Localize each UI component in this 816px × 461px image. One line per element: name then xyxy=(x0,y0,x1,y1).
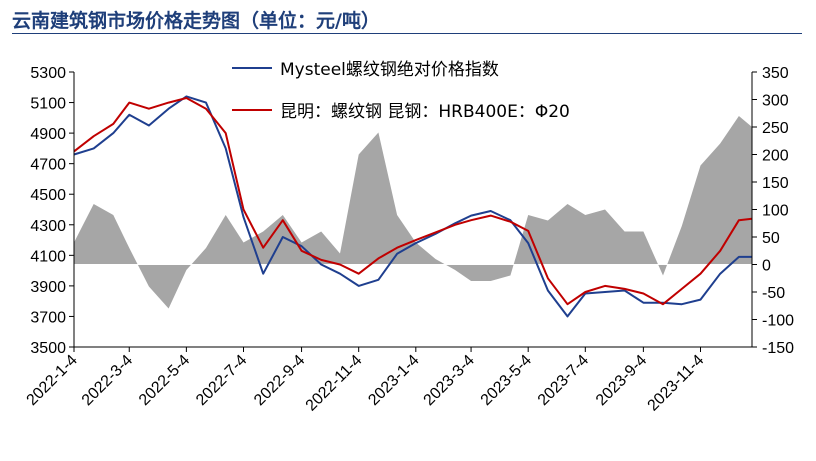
x-tick-label: 2022-11-4 xyxy=(303,352,366,415)
legend: Mysteel螺纹钢绝对价格指数 昆明：螺纹钢 昆钢：HRB400E：Φ20 xyxy=(232,60,570,122)
right-tick-label: 250 xyxy=(762,120,789,137)
x-tick-label: 2022-3-4 xyxy=(79,352,136,409)
x-tick-label: 2023-3-4 xyxy=(421,352,478,409)
chart-title: 云南建筑钢市场价格走势图（单位：元/吨） xyxy=(12,10,380,32)
x-tick-label: 2022-9-4 xyxy=(251,352,308,409)
legend-label-mysteel: Mysteel螺纹钢绝对价格指数 xyxy=(280,60,499,80)
left-tick-label: 4700 xyxy=(30,157,66,174)
x-tick-label: 2022-1-4 xyxy=(24,352,81,409)
right-tick-label: 0 xyxy=(762,258,771,275)
x-tick-label: 2022-7-4 xyxy=(193,352,250,409)
left-tick-label: 4100 xyxy=(30,248,66,265)
right-tick-label: 300 xyxy=(762,93,789,110)
left-tick-label: 4900 xyxy=(30,126,66,143)
legend-label-kunming: 昆明：螺纹钢 昆钢：HRB400E：Φ20 xyxy=(280,102,570,122)
right-tick-label: 100 xyxy=(762,203,789,220)
x-tick-label: 2023-9-4 xyxy=(593,352,650,409)
x-tick-label: 2022-5-4 xyxy=(136,352,193,409)
right-tick-label: 200 xyxy=(762,148,789,165)
title-underline xyxy=(12,33,802,34)
x-tick-label: 2023-1-4 xyxy=(365,352,422,409)
spread-area-layer xyxy=(74,116,752,309)
left-tick-label: 4500 xyxy=(30,187,66,204)
spread-area xyxy=(74,116,752,309)
left-tick-label: 5100 xyxy=(30,96,66,113)
right-tick-label: -150 xyxy=(762,340,794,357)
right-tick-label: -100 xyxy=(762,313,794,330)
right-tick-label: 350 xyxy=(762,65,789,82)
x-tick-label: 2023-11-4 xyxy=(645,352,708,415)
x-tick-label: 2023-5-4 xyxy=(478,352,535,409)
right-tick-label: -50 xyxy=(762,285,785,302)
right-tick-label: 150 xyxy=(762,175,789,192)
left-tick-label: 5300 xyxy=(30,65,66,82)
left-tick-label: 3900 xyxy=(30,279,66,296)
kunming-line xyxy=(73,97,753,306)
mysteel-line xyxy=(73,95,752,318)
left-tick-label: 3500 xyxy=(30,340,66,357)
left-tick-label: 3700 xyxy=(30,309,66,326)
x-tick-label: 2023-7-4 xyxy=(535,352,592,409)
left-tick-label: 4300 xyxy=(30,218,66,235)
right-tick-label: 50 xyxy=(762,230,780,247)
line-layer xyxy=(73,95,753,318)
